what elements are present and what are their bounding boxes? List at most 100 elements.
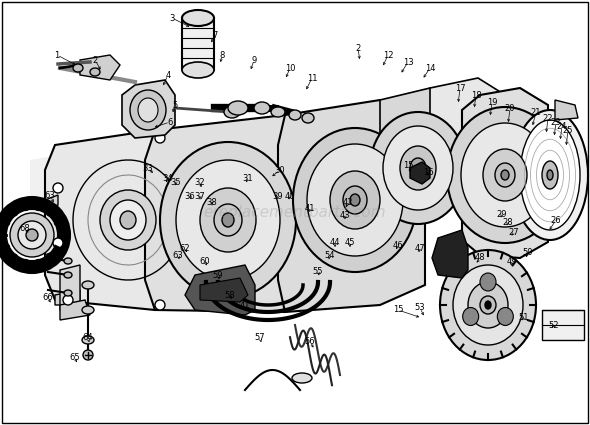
Text: 36: 36 <box>185 192 195 201</box>
Ellipse shape <box>64 272 72 278</box>
Ellipse shape <box>400 146 436 190</box>
Text: 57: 57 <box>255 334 266 343</box>
Text: 54: 54 <box>324 250 335 260</box>
Ellipse shape <box>370 112 466 224</box>
Text: 2: 2 <box>355 43 360 53</box>
Text: 44: 44 <box>330 238 340 246</box>
Ellipse shape <box>343 186 367 214</box>
Ellipse shape <box>383 126 453 210</box>
Text: 50: 50 <box>523 247 533 257</box>
Polygon shape <box>80 55 120 80</box>
Ellipse shape <box>520 120 580 230</box>
Ellipse shape <box>82 281 94 289</box>
Text: 38: 38 <box>206 198 217 207</box>
Ellipse shape <box>497 308 513 326</box>
Ellipse shape <box>90 68 100 76</box>
Polygon shape <box>555 100 578 120</box>
Bar <box>542 310 584 340</box>
Ellipse shape <box>200 188 256 252</box>
Text: 42: 42 <box>343 198 353 207</box>
Text: 33: 33 <box>143 164 153 173</box>
Ellipse shape <box>463 308 478 326</box>
Polygon shape <box>45 130 210 310</box>
Ellipse shape <box>302 113 314 123</box>
Ellipse shape <box>82 336 94 344</box>
Text: 40: 40 <box>285 192 295 201</box>
Text: 12: 12 <box>383 51 394 60</box>
Text: 9: 9 <box>251 56 257 65</box>
Text: 51: 51 <box>519 314 529 323</box>
Text: 49: 49 <box>507 258 517 266</box>
Ellipse shape <box>461 123 549 227</box>
Ellipse shape <box>330 171 380 229</box>
Ellipse shape <box>222 213 234 227</box>
Ellipse shape <box>468 282 508 328</box>
Text: 1: 1 <box>54 51 60 60</box>
Text: 15: 15 <box>393 306 403 314</box>
Text: 64: 64 <box>83 334 93 343</box>
Text: 28: 28 <box>503 218 513 227</box>
Text: 13: 13 <box>403 57 414 66</box>
Text: 68: 68 <box>19 224 30 232</box>
Text: 63: 63 <box>45 190 55 199</box>
Text: 41: 41 <box>305 204 315 212</box>
Polygon shape <box>60 265 80 315</box>
Polygon shape <box>432 230 468 278</box>
Text: 52: 52 <box>549 320 559 329</box>
Text: 37: 37 <box>195 192 205 201</box>
Text: 62: 62 <box>180 244 191 252</box>
Ellipse shape <box>64 290 72 296</box>
Polygon shape <box>55 290 80 305</box>
Ellipse shape <box>547 170 553 180</box>
Polygon shape <box>45 250 58 265</box>
Ellipse shape <box>120 211 136 229</box>
Ellipse shape <box>453 265 523 345</box>
Text: 16: 16 <box>422 167 433 176</box>
Text: 14: 14 <box>425 63 435 73</box>
Ellipse shape <box>224 106 240 118</box>
Polygon shape <box>462 88 548 258</box>
Text: 17: 17 <box>455 83 466 93</box>
Ellipse shape <box>130 90 166 130</box>
Ellipse shape <box>160 142 296 298</box>
Polygon shape <box>185 265 255 315</box>
Text: 21: 21 <box>531 108 541 116</box>
Bar <box>182 18 214 70</box>
Ellipse shape <box>501 170 509 180</box>
Ellipse shape <box>447 107 563 243</box>
Ellipse shape <box>485 301 491 309</box>
Polygon shape <box>145 115 325 312</box>
Ellipse shape <box>82 306 94 314</box>
Text: 10: 10 <box>285 63 295 73</box>
Ellipse shape <box>83 350 93 360</box>
Ellipse shape <box>542 161 558 189</box>
Text: 47: 47 <box>415 244 425 252</box>
Ellipse shape <box>289 110 301 120</box>
Text: 18: 18 <box>471 91 481 99</box>
Ellipse shape <box>182 10 214 26</box>
Ellipse shape <box>100 190 156 250</box>
Ellipse shape <box>307 144 403 256</box>
Text: 41: 41 <box>240 300 250 309</box>
Text: 67: 67 <box>50 253 60 263</box>
Ellipse shape <box>176 160 280 280</box>
Ellipse shape <box>254 102 270 114</box>
Ellipse shape <box>271 107 285 117</box>
Text: 63: 63 <box>173 250 183 260</box>
Polygon shape <box>380 88 462 155</box>
Text: 60: 60 <box>199 258 210 266</box>
Ellipse shape <box>18 221 46 249</box>
Ellipse shape <box>350 194 360 206</box>
Text: 32: 32 <box>195 178 205 187</box>
Ellipse shape <box>410 158 426 178</box>
Polygon shape <box>410 162 430 184</box>
Text: 34: 34 <box>163 173 173 182</box>
Text: 15: 15 <box>403 161 413 170</box>
Text: 30: 30 <box>275 165 286 175</box>
Polygon shape <box>60 300 90 320</box>
Text: 7: 7 <box>212 31 218 40</box>
Text: 19: 19 <box>487 97 497 107</box>
Text: 11: 11 <box>307 74 317 82</box>
Text: 25: 25 <box>563 125 573 134</box>
Text: 26: 26 <box>550 215 561 224</box>
